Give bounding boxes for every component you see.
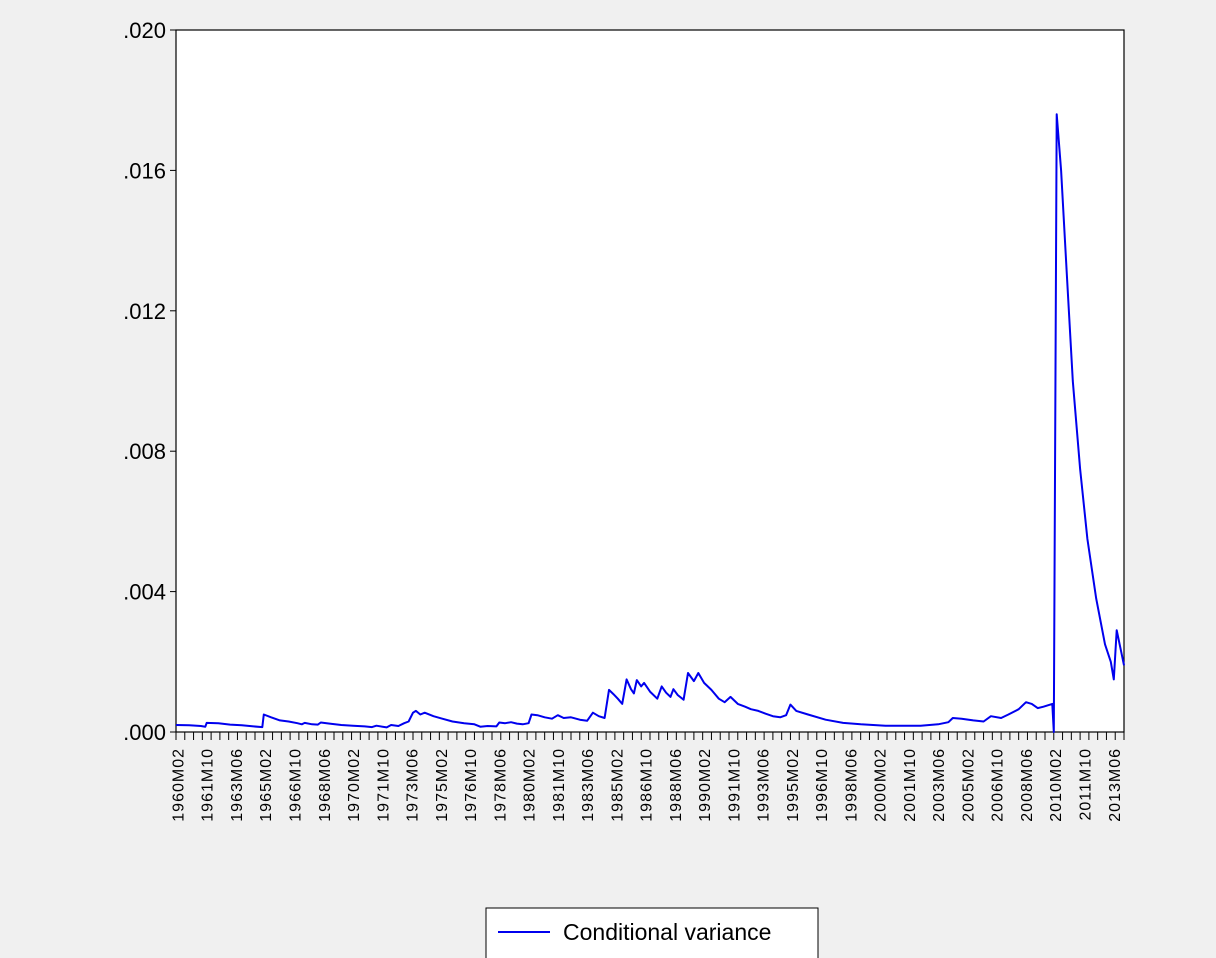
x-tick-label: 2006M10 xyxy=(990,748,1007,822)
x-tick-label: 1990M02 xyxy=(697,748,714,822)
y-tick-label: .020 xyxy=(123,18,166,43)
x-tick-label: 1988M06 xyxy=(668,748,685,822)
legend-label: Conditional variance xyxy=(563,919,771,945)
x-tick-label: 1983M06 xyxy=(580,748,597,822)
x-tick-label: 1966M10 xyxy=(288,748,305,822)
x-tick-label: 1998M06 xyxy=(843,748,860,822)
x-tick-label: 1971M10 xyxy=(375,748,392,822)
x-tick-label: 2011M10 xyxy=(1078,748,1095,821)
x-tick-label: 2013M06 xyxy=(1107,748,1124,822)
x-tick-label: 1976M10 xyxy=(463,748,480,822)
x-tick-label: 1995M02 xyxy=(785,748,802,822)
x-tick-label: 1961M10 xyxy=(200,748,217,822)
conditional-variance-line xyxy=(175,113,1125,733)
x-tick-label: 1960M02 xyxy=(170,748,187,822)
y-tick-label: .000 xyxy=(123,720,166,745)
x-axis: 1960M02 1961M10 1963M06 1965M02 1966M10 1968M… xyxy=(170,732,1125,822)
x-tick-label: 1968M06 xyxy=(317,748,334,822)
x-tick-label: 1963M06 xyxy=(229,748,246,822)
x-tick-label: 2005M02 xyxy=(960,748,977,822)
x-tick-label: 2008M06 xyxy=(1019,748,1036,822)
x-tick-label: 1970M02 xyxy=(346,748,363,822)
y-axis: .000 .004 .008 .012 .016 .020 xyxy=(123,18,176,745)
x-tick-label: 1981M10 xyxy=(551,748,568,822)
x-tick-label: 1993M06 xyxy=(756,748,773,822)
plot-area xyxy=(175,29,1125,733)
x-tick-label: 1975M02 xyxy=(434,748,451,822)
legend: Conditional variance xyxy=(485,907,819,958)
y-tick-label: .016 xyxy=(123,158,166,183)
y-tick-label: .008 xyxy=(123,439,166,464)
x-tick-label: 1973M06 xyxy=(405,748,422,822)
x-tick-label: 2010M02 xyxy=(1048,748,1065,822)
y-tick-label: .012 xyxy=(123,299,166,324)
x-tick-label: 1985M02 xyxy=(609,748,626,822)
x-tick-label: 1986M10 xyxy=(639,748,656,822)
x-tick-label: 2000M02 xyxy=(873,748,890,822)
x-tick-label: 1980M02 xyxy=(522,748,539,822)
x-tick-label: 1991M10 xyxy=(726,748,743,822)
x-tick-label: 1978M06 xyxy=(492,748,509,822)
x-tick-label: 1996M10 xyxy=(814,748,831,822)
y-tick-label: .004 xyxy=(123,580,166,605)
x-tick-label: 2003M06 xyxy=(931,748,948,822)
x-tick-label: 1965M02 xyxy=(258,748,275,822)
x-tick-label: 2001M10 xyxy=(902,748,919,822)
